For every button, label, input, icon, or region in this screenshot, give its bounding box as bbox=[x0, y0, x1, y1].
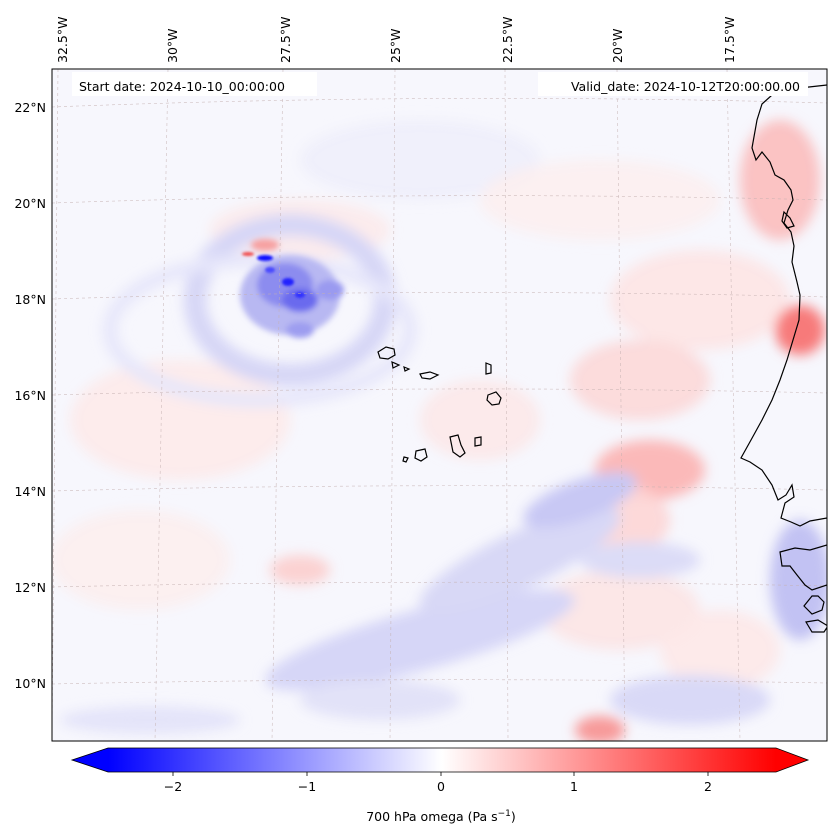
colorbar-ticks bbox=[172, 772, 709, 776]
colorbar: −2 −1 0 1 2 700 hPa omega (Pa s−1) bbox=[70, 747, 810, 824]
lat-tick: 10°N bbox=[14, 676, 46, 691]
map-frame bbox=[51, 68, 828, 742]
lat-tick-labels: 22°N 20°N 18°N 16°N 14°N 12°N 10°N bbox=[14, 100, 46, 691]
start-date-label: Start date: 2024-10-10_00:00:00 bbox=[79, 79, 285, 94]
lat-tick: 12°N bbox=[14, 580, 46, 595]
lon-tick: 22.5°W bbox=[500, 17, 515, 63]
lon-tick-labels: 32.5°W 30°W 27.5°W 25°W 22.5°W 20°W 17.5… bbox=[55, 17, 737, 63]
lat-tick: 14°N bbox=[14, 484, 46, 499]
colorbar-tick-label: −2 bbox=[164, 779, 182, 794]
coastlines bbox=[740, 84, 827, 633]
colorbar-outline bbox=[70, 747, 810, 773]
lon-tick: 30°W bbox=[165, 28, 180, 63]
cape-verde-islands bbox=[377, 346, 502, 463]
colorbar-extend-max bbox=[776, 748, 808, 772]
valid-date-label: Valid_date: 2024-10-12T20:00:00.00 bbox=[571, 79, 800, 94]
lon-tick: 32.5°W bbox=[55, 17, 70, 63]
lon-tick: 27.5°W bbox=[278, 17, 293, 63]
lon-tick: 25°W bbox=[388, 28, 403, 63]
lat-tick: 22°N bbox=[14, 100, 46, 115]
colorbar-tick-label: 0 bbox=[437, 779, 445, 794]
start-date-box bbox=[72, 72, 317, 96]
colorbar-label: 700 hPa omega (Pa s−1) bbox=[366, 809, 516, 824]
colorbar-label-close: ) bbox=[511, 809, 516, 824]
omega-field-blobs bbox=[52, 120, 827, 741]
colorbar-tick-label: 1 bbox=[570, 779, 578, 794]
lon-tick: 17.5°W bbox=[722, 17, 737, 63]
valid-date-box bbox=[538, 72, 808, 96]
gridlines bbox=[52, 69, 827, 741]
map-panel: Start date: 2024-10-10_00:00:00 Valid_da… bbox=[52, 69, 827, 741]
lat-tick: 16°N bbox=[14, 388, 46, 403]
colorbar-tick-label: −1 bbox=[298, 779, 316, 794]
storm-peaks bbox=[242, 252, 305, 298]
colorbar-label-main: 700 hPa omega (Pa s bbox=[366, 809, 497, 824]
lat-tick: 20°N bbox=[14, 196, 46, 211]
colorbar-extend-min bbox=[72, 748, 108, 772]
colorbar-body bbox=[108, 748, 776, 772]
lat-tick: 18°N bbox=[14, 292, 46, 307]
colorbar-label-exponent: −1 bbox=[498, 809, 511, 819]
colorbar-tick-label: 2 bbox=[704, 779, 712, 794]
lon-tick: 20°W bbox=[610, 28, 625, 63]
